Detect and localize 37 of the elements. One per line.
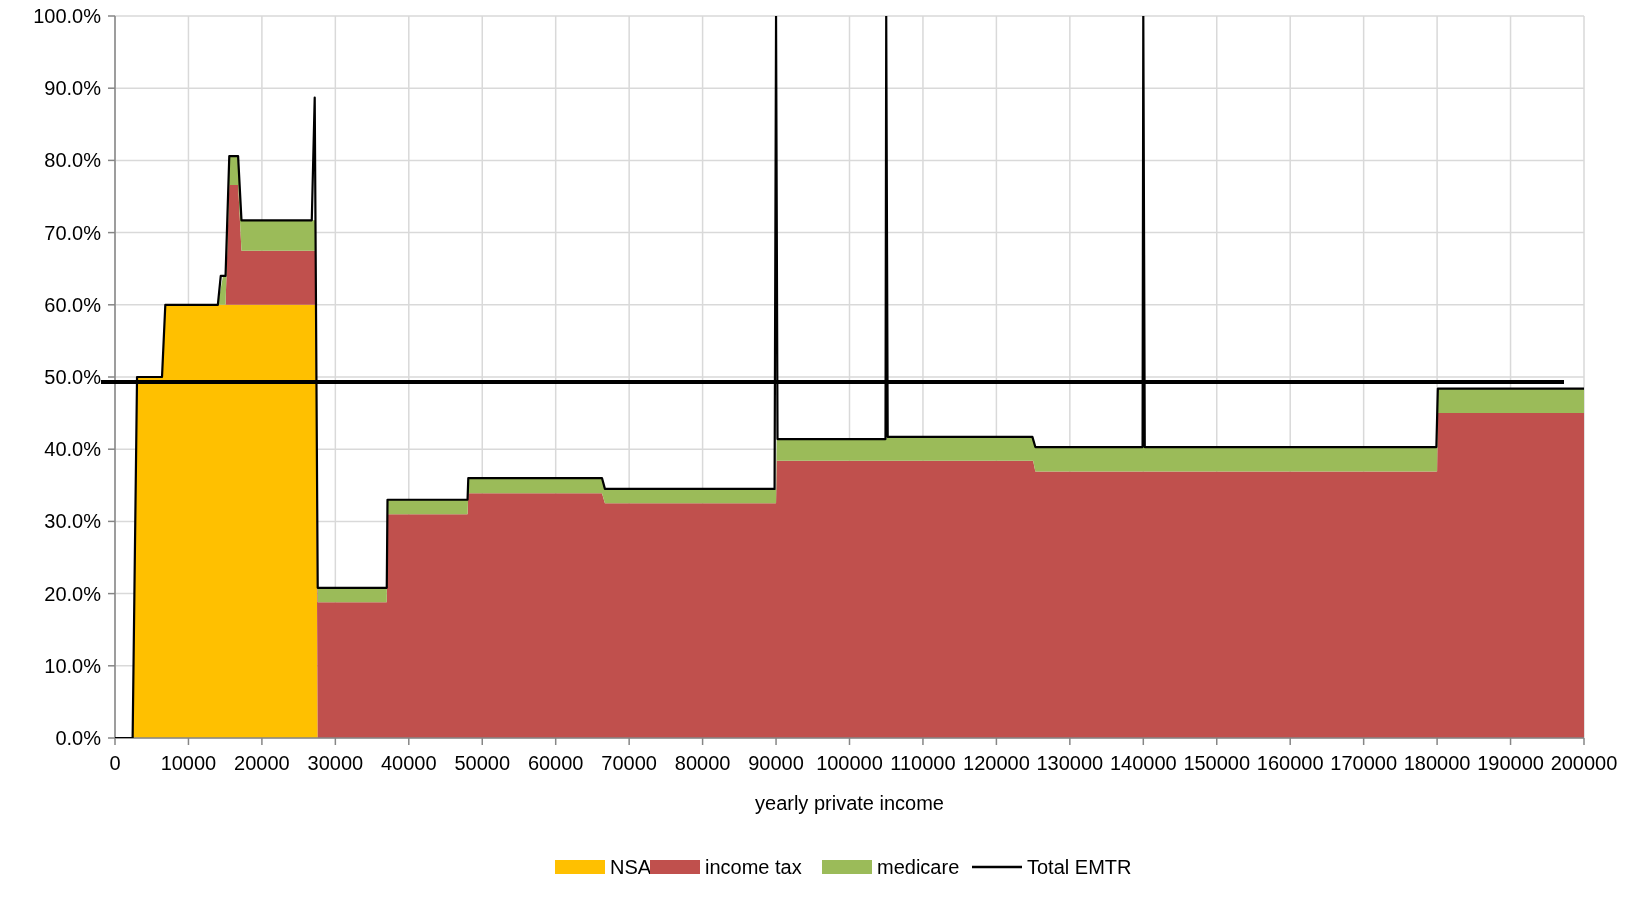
y-tick-label: 60.0% bbox=[44, 293, 102, 316]
x-tick-label: 90000 bbox=[748, 752, 804, 774]
x-tick-label: 0 bbox=[109, 752, 121, 774]
x-tick-label: 10000 bbox=[160, 752, 217, 774]
x-tick-label: 180000 bbox=[1403, 752, 1471, 774]
y-tick-label: 70.0% bbox=[44, 221, 102, 244]
x-tick-label: 20000 bbox=[234, 752, 290, 774]
x-tick-label: 80000 bbox=[674, 752, 731, 774]
y-tick-label: 20.0% bbox=[44, 582, 102, 605]
y-tick-label: 10.0% bbox=[44, 654, 102, 677]
y-tick-label: 30.0% bbox=[44, 510, 102, 533]
y-tick-label: 100.0% bbox=[33, 5, 102, 27]
x-tick-label: 40000 bbox=[380, 752, 437, 774]
y-tick-label: 90.0% bbox=[44, 77, 102, 100]
x-tick-label: 140000 bbox=[1109, 752, 1177, 774]
legend-label: medicare bbox=[877, 856, 960, 878]
legend-label: income tax bbox=[705, 856, 802, 878]
legend-label: Total EMTR bbox=[1027, 856, 1132, 878]
x-tick-label: 30000 bbox=[307, 752, 364, 774]
x-tick-label: 100000 bbox=[816, 752, 883, 774]
x-tick-label: 50000 bbox=[454, 752, 511, 774]
y-tick-label: 80.0% bbox=[44, 149, 102, 172]
y-tick-label: 50.0% bbox=[44, 366, 102, 388]
x-tick-label: 60000 bbox=[527, 752, 584, 774]
x-tick-label: 200000 bbox=[1550, 752, 1618, 774]
x-tick-label: 120000 bbox=[963, 752, 1030, 774]
x-tick-label: 170000 bbox=[1330, 752, 1398, 774]
legend-label: NSA bbox=[610, 856, 652, 878]
x-tick-label: 130000 bbox=[1036, 752, 1104, 774]
y-tick-label: 40.0% bbox=[44, 438, 102, 461]
x-tick-label: 110000 bbox=[890, 752, 956, 774]
x-tick-label: 190000 bbox=[1477, 752, 1544, 774]
x-tick-label: 150000 bbox=[1183, 752, 1251, 774]
x-axis-title: yearly private income bbox=[755, 792, 944, 814]
x-tick-label: 70000 bbox=[601, 752, 657, 774]
y-tick-label: 0.0% bbox=[55, 727, 102, 749]
x-tick-label: 160000 bbox=[1256, 752, 1324, 774]
